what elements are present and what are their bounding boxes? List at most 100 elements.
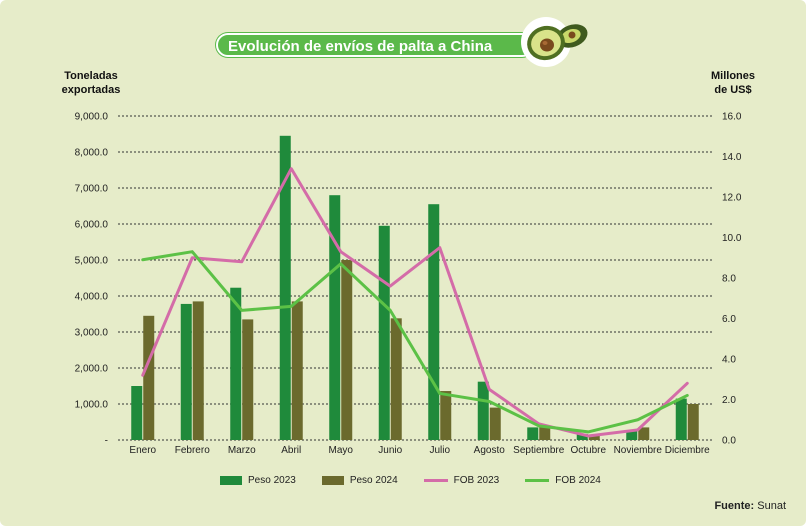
legend-label-peso2024: Peso 2024 [349, 474, 398, 486]
legend: Peso 2023 Peso 2024 FOB 2023 FOB 2024 [220, 472, 627, 488]
bar-peso2023 [576, 433, 588, 440]
line-fob2023-point [587, 435, 590, 437]
bar-peso2024 [638, 427, 650, 440]
line-fob2024-point [339, 263, 342, 265]
left-axis-title: Toneladas exportadas [61, 70, 121, 96]
category-label: Julio [429, 445, 450, 456]
legend-swatch-fob2023 [423, 478, 448, 482]
right-tick-label: 10.0 [722, 233, 742, 244]
line-fob2024-point [141, 258, 144, 261]
bar-peso2023 [527, 427, 539, 440]
bar-peso2023 [378, 225, 390, 440]
bar-peso2024 [489, 407, 501, 440]
line-fob2024-point [537, 425, 540, 427]
line-fob2024-point [488, 400, 491, 403]
bar-peso2023 [675, 398, 687, 440]
left-tick-label: 2,000.0 [75, 364, 109, 375]
line-fob2023-point [488, 388, 491, 391]
left-tick-label: 1,000.0 [75, 400, 109, 411]
legend-label-peso2023: Peso 2023 [248, 474, 296, 486]
category-label: Febrero [175, 445, 210, 456]
line-fob2023-point [240, 261, 243, 263]
right-tick-label: 14.0 [722, 152, 742, 163]
line-fob2024-point [191, 250, 194, 253]
bar-peso2023 [477, 381, 489, 440]
category-label: Junio [378, 445, 402, 456]
line-fob2024-point [240, 309, 243, 312]
source-label: Fuente: [714, 500, 755, 512]
bar-peso2024 [242, 319, 254, 440]
legend-item-fob2024: FOB 2024 [525, 475, 601, 486]
bar-peso2024 [192, 301, 204, 440]
legend-item-fob2023: FOB 2023 [423, 474, 500, 486]
line-fob2024-point [438, 392, 441, 395]
category-label: Enero [129, 445, 156, 456]
bar-peso2024 [440, 391, 452, 440]
line-fob2023-point [389, 285, 392, 287]
category-label: Noviembre [614, 445, 663, 456]
legend-label-fob2024: FOB 2024 [555, 474, 601, 486]
right-tick-label: 16.0 [722, 112, 742, 123]
right-tick-label: 12.0 [722, 193, 742, 204]
line-fob2023-point [191, 256, 194, 259]
bar-peso2024 [390, 318, 402, 440]
category-label: Diciembre [665, 445, 710, 456]
bar-peso2023 [329, 195, 341, 440]
right-tick-label: 2.0 [722, 395, 736, 406]
bar-peso2023 [279, 135, 291, 441]
left-tick-label: 9,000.0 [75, 112, 109, 123]
bar-peso2024 [291, 301, 303, 440]
left-tick-label: - [105, 436, 108, 447]
category-label: Abril [281, 445, 301, 456]
right-tick-label: 8.0 [722, 274, 736, 285]
line-fob2024-point [389, 309, 392, 312]
line-fob2023-point [636, 429, 639, 431]
right-axis-title: Millones de US$ [710, 70, 755, 96]
right-tick-label: 4.0 [722, 355, 736, 366]
legend-item-peso2023: Peso 2023 [220, 475, 296, 486]
bar-peso2023 [230, 287, 242, 440]
legend-swatch-peso2023 [220, 475, 242, 485]
legend-label-fob2023: FOB 2023 [453, 474, 500, 486]
category-label: Octubre [570, 445, 606, 456]
legend-item-peso2024: Peso 2024 [321, 474, 398, 486]
line-fob2024-point [636, 418, 639, 421]
right-tick-label: 6.0 [722, 314, 736, 325]
left-tick-label: 8,000.0 [75, 148, 109, 159]
left-tick-label: 6,000.0 [75, 220, 109, 231]
bar-peso2024 [687, 404, 699, 440]
line-fob2023-point [290, 167, 293, 170]
left-tick-label: 7,000.0 [75, 184, 109, 195]
line-fob2024 [141, 250, 689, 434]
bar-peso2023 [626, 431, 638, 440]
bar-peso2023 [131, 386, 143, 440]
bar-peso2024 [143, 315, 155, 440]
chart-title: Evolución de envíos de palta a China [216, 33, 534, 57]
line-fob2023-point [438, 246, 441, 249]
source-note: Fuente: Sunat [714, 500, 786, 512]
line-fob2024-point [587, 431, 590, 433]
bar-peso2023 [428, 204, 440, 440]
bar-peso2023 [180, 303, 192, 440]
line-fob2023-point [686, 382, 689, 385]
avocado-icon [521, 17, 588, 67]
line-fob2023-point [141, 374, 144, 377]
line-fob2024-point [290, 305, 293, 308]
left-tick-label: 5,000.0 [75, 256, 109, 267]
bar-peso2024 [588, 435, 600, 440]
category-label: Septiembre [513, 445, 565, 456]
category-label: Mayo [329, 445, 354, 456]
legend-swatch-fob2024 [525, 478, 550, 482]
bar-peso2024 [341, 260, 353, 440]
line-fob2024-point [686, 394, 689, 397]
line-fob2023 [141, 167, 689, 438]
left-tick-label: 3,000.0 [75, 328, 109, 339]
right-tick-label: 0.0 [722, 436, 736, 447]
category-label: Marzo [228, 445, 256, 456]
line-fob2023-point [339, 250, 342, 253]
legend-swatch-peso2024 [321, 475, 344, 485]
left-tick-label: 4,000.0 [75, 292, 109, 303]
category-label: Agosto [474, 445, 506, 456]
